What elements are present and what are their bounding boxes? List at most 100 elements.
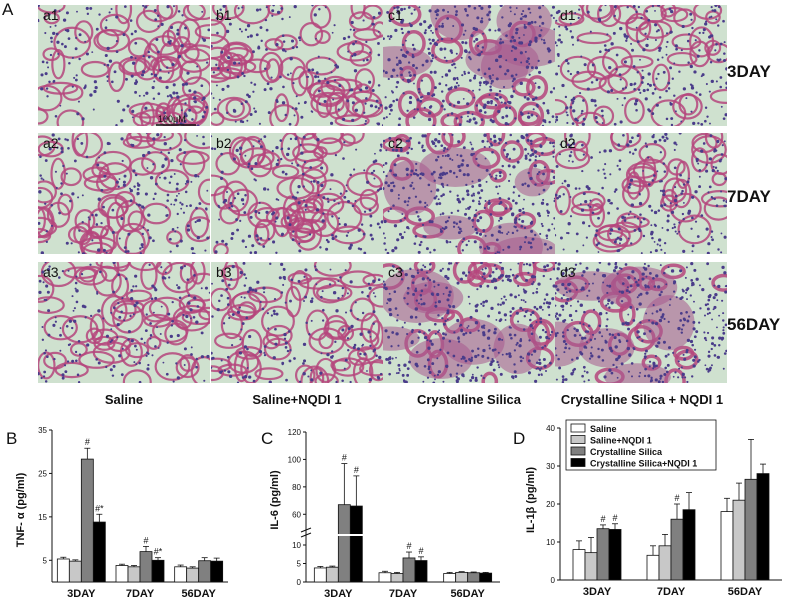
y-tick-label: 120 [288,428,302,437]
y-tick-label: 15 [38,513,47,522]
bar [337,504,351,583]
x-tick-label: 3DAY [67,588,96,600]
significance-mark: #* [95,503,104,513]
y-tick-label: 5 [297,560,302,569]
legend-swatch [570,446,586,456]
tile-label: c2 [388,135,403,151]
legend-entry: Crystalline Silica+NQDI 1 [590,459,697,469]
significance-mark: # [354,465,359,475]
column-label-saline-nqdi: Saline+NQDI 1 [252,392,342,407]
significance-mark: # [612,513,617,523]
bar [455,571,469,583]
legend-entry: Saline+NQDI 1 [590,436,652,446]
bar [378,572,392,583]
micrograph-tile-a2: a2 [38,133,210,254]
axis-break [300,532,312,538]
micrograph-tile-d2: d2 [555,133,727,254]
bar [115,565,129,583]
bar [608,529,622,581]
micrograph-tile-c2: c2 [383,133,555,254]
y-tick-label: 10 [292,541,301,550]
y-tick-label: 0 [297,578,302,587]
bar [756,473,770,581]
row-label-3day: 3DAY [727,62,771,81]
bar [572,549,586,581]
legend-entry: Crystalline Silica [590,447,663,457]
column-label-silica: Crystalline Silica [416,392,522,407]
micrograph-tile-d3: d3 [555,262,727,383]
micrograph-tile-c1: c1 [383,5,555,126]
panel-letter-a: A [2,0,14,19]
axis-break [300,527,312,533]
bar [670,518,684,581]
row-label-7day: 7DAY [727,187,771,206]
bar [443,573,457,583]
bar [198,560,212,583]
bar [80,458,94,583]
tile-label: c1 [388,7,403,23]
y-axis-label: IL-6 (pg/ml) [269,470,281,530]
x-tick-label: 7DAY [657,586,686,598]
y-tick-label: 40 [546,424,555,433]
panel-letter-b: B [6,429,17,448]
column-label-saline: Saline [104,392,144,407]
x-tick-label: 3DAY [583,586,612,598]
bar [68,560,82,583]
tile-label: b2 [216,135,232,151]
y-tick-label: 30 [546,462,555,471]
bar [732,499,746,581]
y-tick-label: 25 [38,469,47,478]
bar [174,566,188,583]
micrograph-tile-b2: b2 [211,133,383,254]
tile-label: b3 [216,264,232,280]
significance-mark: # [143,535,148,545]
legend-box [565,419,717,471]
micrograph-tile-c3: c3 [383,262,555,383]
bar [139,551,153,583]
tile-label: d1 [560,7,576,23]
column-label-silica-nqdi: Crystalline Silica + NQDI 1 [560,392,724,407]
legend-entry: Saline [590,424,617,434]
x-tick-label: 3DAY [324,588,353,600]
legend-swatch [570,423,586,433]
bar [584,552,598,581]
tile-label: d3 [560,264,576,280]
y-tick-label: 100 [288,455,302,464]
x-tick-label: 56DAY [450,588,485,600]
micrograph-tile-d1: d1 [555,5,727,126]
tile-label: a1 [43,7,59,23]
bar [467,572,481,583]
y-axis-label: TNF- α (pg/ml) [15,472,27,547]
significance-mark: # [418,546,423,556]
x-tick-label: 56DAY [181,588,216,600]
scale-bar-label: 100μM [158,114,186,124]
bar [127,566,141,583]
bar [313,567,327,583]
y-tick-label: 20 [546,500,555,509]
bar [744,478,758,581]
tile-label: a3 [43,264,59,280]
panel-letter-c: C [261,429,273,448]
micrograph-tile-b3: b3 [211,262,383,383]
micrograph-tile-a3: a3 [38,262,210,383]
bar [414,560,428,583]
significance-mark: #* [154,547,163,557]
bar [325,566,339,583]
y-tick-label: 0 [551,576,556,585]
x-tick-label: 7DAY [389,588,418,600]
y-tick-label: 60 [292,510,301,519]
tile-label: b1 [216,7,232,23]
bar [349,505,363,583]
x-tick-label: 7DAY [126,588,155,600]
bar [210,560,224,583]
y-tick-label: 5 [43,556,48,565]
bar [390,573,404,583]
tile-label: d2 [560,135,576,151]
bar [402,557,416,583]
legend-swatch [570,458,586,467]
significance-mark: # [600,514,605,524]
x-tick-label: 56DAY [728,586,763,598]
